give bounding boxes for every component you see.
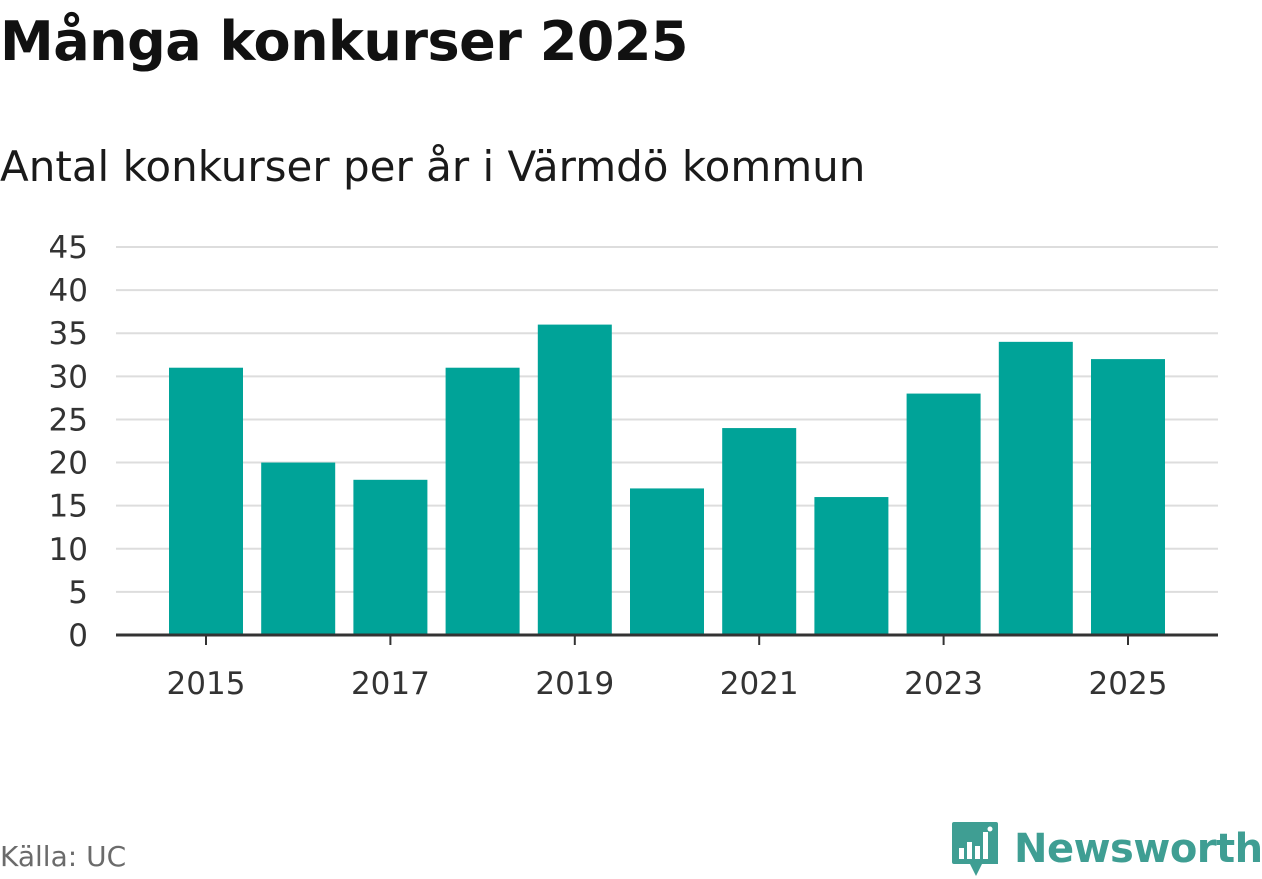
bar-2015 bbox=[169, 367, 243, 635]
bar-2019 bbox=[537, 324, 612, 635]
y-tick-label: 45 bbox=[49, 230, 88, 266]
y-tick-label: 15 bbox=[49, 489, 88, 525]
y-tick-label: 20 bbox=[49, 446, 88, 482]
y-tick-label: 10 bbox=[49, 532, 88, 568]
x-axis-ticks: 2015 2017 2019 2021 2023 2025 bbox=[167, 635, 1168, 702]
x-tick-label: 2017 bbox=[351, 666, 430, 702]
x-tick-label: 2015 bbox=[167, 666, 246, 702]
chart-subtitle: Antal konkurser per år i Värmdö kommun bbox=[0, 142, 866, 191]
newsworthy-logo-icon bbox=[952, 822, 998, 876]
x-tick-label: 2023 bbox=[904, 666, 983, 702]
bar-2020 bbox=[630, 488, 704, 635]
bar-2023 bbox=[906, 393, 981, 635]
y-tick-label: 0 bbox=[68, 618, 88, 654]
bar-2025 bbox=[1091, 359, 1165, 635]
y-tick-label: 40 bbox=[49, 273, 88, 309]
bar-2016 bbox=[261, 462, 336, 635]
x-tick-label: 2019 bbox=[535, 666, 614, 702]
y-tick-label: 30 bbox=[49, 359, 88, 395]
bar-2021 bbox=[722, 428, 797, 635]
bar-2024 bbox=[998, 341, 1073, 635]
source-label: Källa: UC bbox=[0, 840, 127, 873]
y-tick-label: 5 bbox=[68, 575, 88, 611]
y-axis-ticks: 0 5 10 15 20 25 30 35 40 45 bbox=[49, 230, 88, 654]
x-tick-label: 2025 bbox=[1089, 666, 1168, 702]
bars bbox=[169, 324, 1165, 635]
newsworthy-logo-text: Newsworthy bbox=[1014, 826, 1262, 872]
newsworthy-logo: Newsworthy bbox=[950, 820, 1262, 878]
y-tick-label: 25 bbox=[49, 402, 88, 438]
y-tick-label: 35 bbox=[49, 316, 88, 352]
chart-title: Många konkurser 2025 bbox=[0, 10, 689, 73]
bar-2017 bbox=[353, 479, 428, 635]
x-tick-label: 2021 bbox=[720, 666, 799, 702]
bar-2022 bbox=[814, 497, 889, 635]
bar-2018 bbox=[445, 367, 520, 635]
